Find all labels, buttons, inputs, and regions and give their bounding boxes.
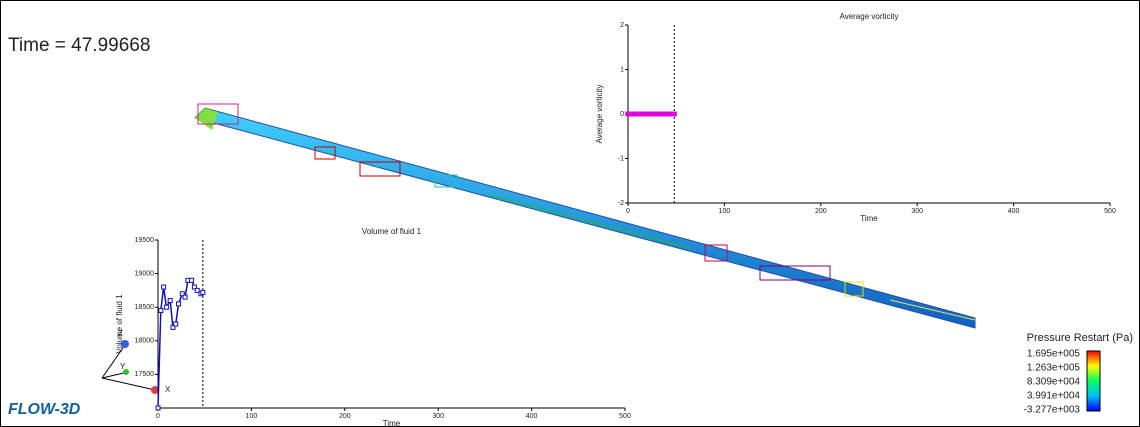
chart-title: Average vorticity: [840, 12, 899, 21]
y-tick-label: -2: [618, 200, 624, 207]
y-axis-label: Volume of fluid 1: [115, 294, 124, 354]
colorbar-label: 1.263e+005: [1027, 363, 1081, 374]
colorbar: [1086, 350, 1101, 412]
triad-z: Z: [118, 329, 123, 338]
x-tick-label: 500: [1104, 208, 1116, 215]
data-point: [189, 277, 195, 283]
triad-y: Y: [120, 362, 126, 371]
data-point: [194, 287, 200, 293]
x-tick-label: 0: [626, 208, 630, 215]
data-point: [176, 301, 182, 307]
x-axis-label: Time: [860, 214, 878, 223]
x-tick-label: 300: [432, 413, 444, 420]
y-tick-label: -1: [618, 155, 624, 162]
data-point: [163, 304, 169, 310]
data-point: [170, 324, 176, 330]
x-tick-label: 0: [156, 413, 160, 420]
pipe-model: [194, 103, 976, 329]
y-tick-label: 2: [620, 22, 624, 29]
logo: FLOW-3D: [8, 401, 81, 418]
data-point: [191, 284, 197, 290]
data-point: [200, 289, 206, 295]
y-tick-label: 0: [620, 111, 624, 118]
colorbar-label: 8.309e+004: [1027, 377, 1081, 388]
triad-x: X: [165, 385, 171, 394]
y-tick-label: 1: [620, 66, 624, 73]
x-tick-label: 200: [815, 208, 827, 215]
data-point: [173, 321, 179, 327]
colorbar-title: Pressure Restart (Pa): [1027, 332, 1133, 344]
data-point: [167, 297, 173, 303]
y-tick-label: 18500: [135, 304, 155, 311]
y-tick-label: 17500: [135, 371, 155, 378]
time-label: Time = 47.99668: [8, 35, 150, 56]
x-tick-label: 300: [911, 208, 923, 215]
y-axis-label: Average vorticity: [595, 85, 604, 144]
y-tick-label: 19500: [135, 237, 155, 244]
y-tick-label: 19000: [135, 270, 155, 277]
chart-title: Volume of fluid 1: [362, 227, 422, 236]
x-axis-label: Time: [383, 419, 401, 427]
x-tick-label: 100: [246, 413, 258, 420]
colorbar-label: 1.695e+005: [1027, 349, 1081, 360]
data-point: [182, 294, 188, 300]
x-tick-label: 400: [1008, 208, 1020, 215]
data-point: [161, 284, 167, 290]
axis-triad: Z X Y: [101, 329, 171, 394]
colorbar-label: -3.277e+003: [1024, 405, 1081, 416]
data-point: [179, 291, 185, 297]
y-tick-label: 18000: [135, 338, 155, 345]
x-tick-label: 100: [719, 208, 731, 215]
x-tick-label: 500: [619, 413, 631, 420]
x-tick-label: 400: [526, 413, 538, 420]
data-point: [155, 405, 161, 411]
data-point: [671, 111, 677, 117]
x-tick-label: 200: [339, 413, 351, 420]
data-point: [158, 308, 164, 314]
colorbar-label: 3.991e+004: [1027, 391, 1081, 402]
